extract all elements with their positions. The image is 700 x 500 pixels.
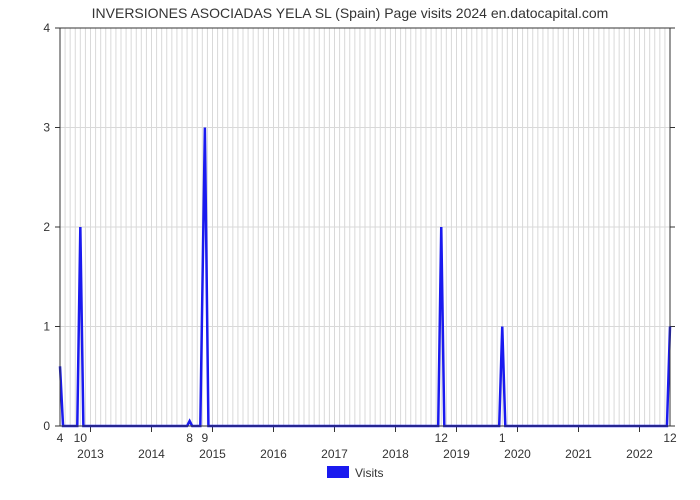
x-year-label: 2017: [321, 447, 348, 461]
y-tick-label: 0: [43, 419, 50, 433]
x-peak-label: 8: [186, 431, 193, 445]
x-peak-label: 4: [57, 431, 64, 445]
chart-title: INVERSIONES ASOCIADAS YELA SL (Spain) Pa…: [92, 5, 609, 21]
x-peak-label: 12: [435, 431, 449, 445]
x-year-label: 2019: [443, 447, 470, 461]
legend: Visits: [327, 466, 383, 480]
x-year-label: 2018: [382, 447, 409, 461]
y-tick-label: 2: [43, 220, 50, 234]
x-year-label: 2013: [77, 447, 104, 461]
x-year-label: 2021: [565, 447, 592, 461]
grid: [60, 28, 670, 426]
x-peak-label: 9: [202, 431, 209, 445]
y-tick-label: 3: [43, 121, 50, 135]
x-year-label: 2014: [138, 447, 165, 461]
visits-line-chart: INVERSIONES ASOCIADAS YELA SL (Spain) Pa…: [0, 0, 700, 500]
x-peak-label: 10: [74, 431, 88, 445]
legend-label: Visits: [355, 466, 383, 480]
legend-swatch: [327, 466, 349, 478]
x-axis: 2013 2014 2015 2016 2017 2018 2019 2020 2021 2022…: [57, 426, 677, 461]
x-year-label: 2022: [626, 447, 653, 461]
x-year-label: 2020: [504, 447, 531, 461]
y-tick-label: 4: [43, 21, 50, 35]
y-tick-label: 1: [43, 320, 50, 334]
x-year-label: 2016: [260, 447, 287, 461]
x-peak-label: 12: [663, 431, 677, 445]
x-peak-label: 1: [499, 431, 506, 445]
x-year-label: 2015: [199, 447, 226, 461]
